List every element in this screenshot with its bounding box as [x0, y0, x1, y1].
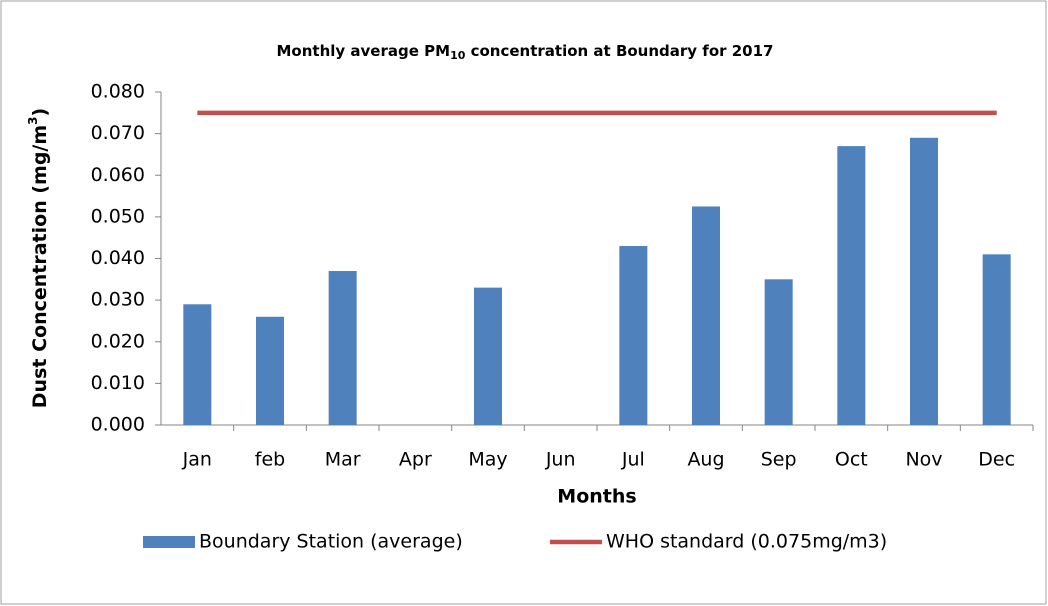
y-tick-label: 0.020	[91, 330, 145, 352]
x-tick-label: Dec	[978, 449, 1015, 471]
chart-title: Monthly average PM10 concentration at Bo…	[277, 42, 774, 63]
bar	[692, 206, 720, 425]
y-tick-label: 0.060	[91, 164, 145, 186]
y-axis-label: Dust Concentration (mg/m3)	[26, 108, 51, 408]
x-tick-label: May	[468, 449, 507, 471]
y-label-superscript: 3	[26, 116, 40, 124]
y-tick-label: 0.030	[91, 289, 145, 311]
title-subscript: 10	[450, 49, 466, 62]
x-axis-label: Months	[557, 486, 636, 508]
x-tick-label: Jul	[621, 449, 645, 471]
bar	[328, 270, 357, 425]
legend-swatch	[143, 536, 195, 548]
y-tick-label: 0.010	[91, 372, 145, 394]
bar	[474, 287, 502, 425]
legend-label: Boundary Station (average)	[199, 531, 463, 553]
y-label-text: )	[29, 108, 51, 117]
x-tick-label: Jan	[182, 449, 212, 471]
bar	[764, 279, 793, 425]
x-tick-label: feb	[255, 449, 285, 471]
x-tick-label: Nov	[905, 449, 942, 471]
title-text: concentration at Boundary for 2017	[465, 42, 773, 60]
bar	[183, 304, 212, 425]
bar	[256, 316, 284, 425]
y-tick-label: 0.050	[91, 205, 145, 227]
y-tick-label: 0.080	[91, 81, 145, 103]
y-tick-label: 0.070	[91, 122, 145, 144]
y-label-text: Dust Concentration (mg/m	[29, 125, 51, 408]
x-tick-label: Apr	[399, 449, 432, 471]
x-tick-label: Jun	[545, 449, 576, 471]
bar	[837, 146, 866, 426]
x-tick-label: Aug	[687, 449, 724, 471]
bar	[982, 254, 1011, 425]
legend-label: WHO standard (0.075mg/m3)	[606, 531, 887, 553]
bar	[910, 137, 938, 425]
title-text: Monthly average PM	[277, 42, 451, 60]
y-tick-label: 0.040	[91, 247, 145, 269]
x-tick-label: Oct	[835, 449, 868, 471]
bar	[619, 246, 648, 425]
x-tick-label: Mar	[325, 449, 361, 471]
x-tick-label: Sep	[761, 449, 797, 471]
y-tick-label: 0.000	[91, 414, 145, 436]
